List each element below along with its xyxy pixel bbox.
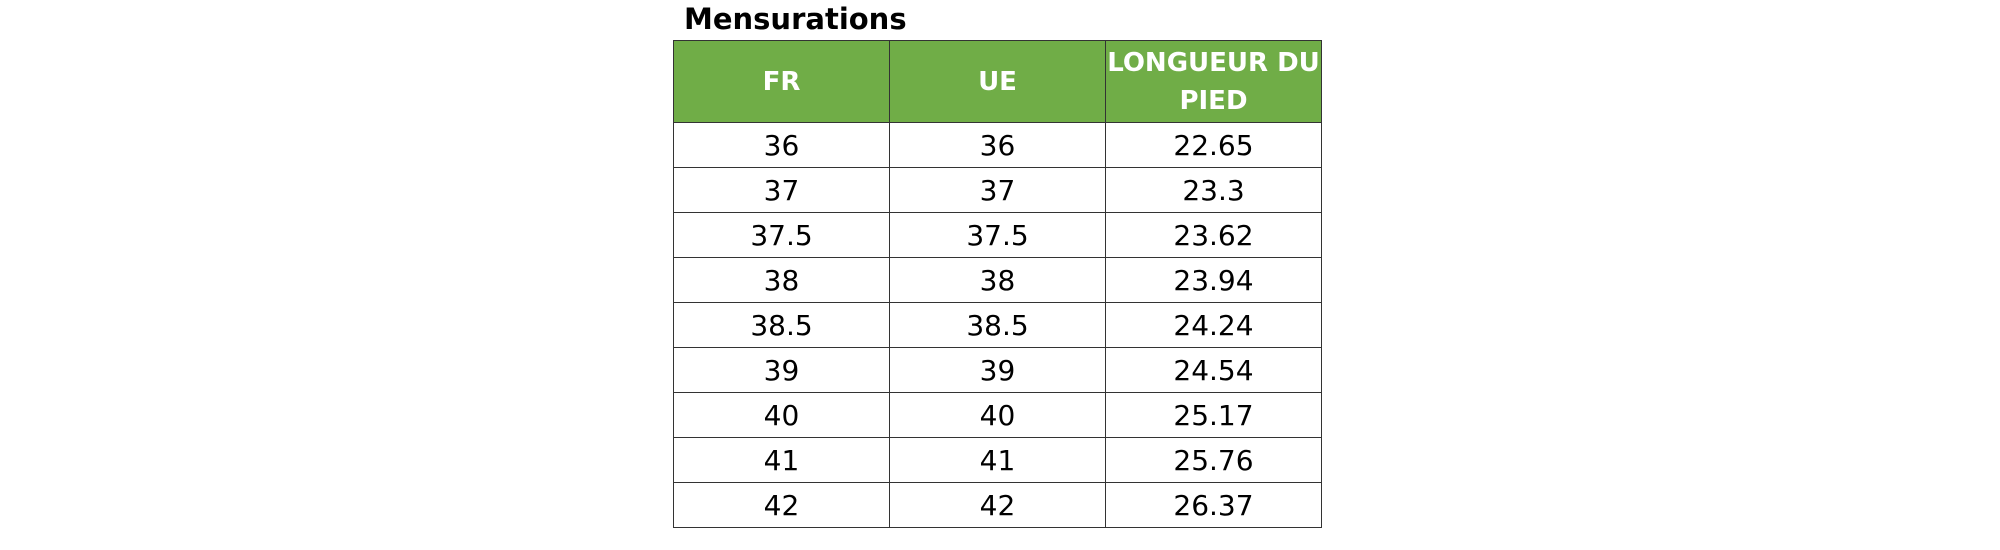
table-cell: 26.37 xyxy=(1105,482,1322,528)
table-cell: 42 xyxy=(889,482,1106,528)
table-cell: 42 xyxy=(673,482,890,528)
size-table: FR UE LONGUEUR DU PIED 36 36 22.65 37 37 23.3 37… xyxy=(673,40,1322,528)
table-row: 36 36 22.65 xyxy=(673,122,1322,168)
table-cell: 38 xyxy=(889,257,1106,303)
table-cell: 23.62 xyxy=(1105,212,1322,258)
table-row: 37.5 37.5 23.62 xyxy=(673,212,1322,258)
table-cell: 39 xyxy=(673,347,890,393)
table-cell: 41 xyxy=(673,437,890,483)
table-cell: 37.5 xyxy=(889,212,1106,258)
header-cell: UE xyxy=(889,40,1106,123)
table-cell: 23.94 xyxy=(1105,257,1322,303)
table-cell: 38.5 xyxy=(673,302,890,348)
header-cell: LONGUEUR DU PIED xyxy=(1105,40,1322,123)
table-row: 42 42 26.37 xyxy=(673,482,1322,528)
table-title: Mensurations xyxy=(684,2,907,36)
table-cell: 40 xyxy=(889,392,1106,438)
table-row: 38.5 38.5 24.24 xyxy=(673,302,1322,348)
table-row: 40 40 25.17 xyxy=(673,392,1322,438)
table-cell: 37 xyxy=(673,167,890,213)
table-cell: 24.24 xyxy=(1105,302,1322,348)
table-row: 39 39 24.54 xyxy=(673,347,1322,393)
header-row: FR UE LONGUEUR DU PIED xyxy=(673,40,1322,123)
table-cell: 25.76 xyxy=(1105,437,1322,483)
table-row: 38 38 23.94 xyxy=(673,257,1322,303)
table-cell: 39 xyxy=(889,347,1106,393)
table-cell: 41 xyxy=(889,437,1106,483)
table-row: 37 37 23.3 xyxy=(673,167,1322,213)
table-row: 41 41 25.76 xyxy=(673,437,1322,483)
table-cell: 36 xyxy=(889,122,1106,168)
table-cell: 22.65 xyxy=(1105,122,1322,168)
table-cell: 38 xyxy=(673,257,890,303)
table-cell: 40 xyxy=(673,392,890,438)
table-cell: 38.5 xyxy=(889,302,1106,348)
table-cell: 23.3 xyxy=(1105,167,1322,213)
table-cell: 37.5 xyxy=(673,212,890,258)
table-cell: 36 xyxy=(673,122,890,168)
header-cell: FR xyxy=(673,40,890,123)
table-body: 36 36 22.65 37 37 23.3 37.5 37.5 23.62 38 38 23.94 3… xyxy=(673,122,1322,528)
table-cell: 37 xyxy=(889,167,1106,213)
table-cell: 24.54 xyxy=(1105,347,1322,393)
table-cell: 25.17 xyxy=(1105,392,1322,438)
